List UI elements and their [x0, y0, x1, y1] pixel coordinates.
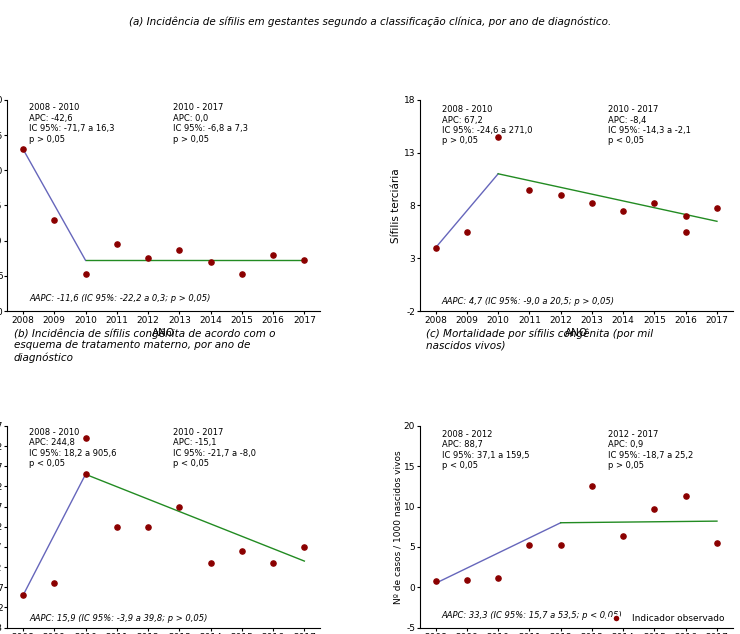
Text: AAPC: 15,9 (IC 95%: -3,9 a 39,8; p > 0,05): AAPC: 15,9 (IC 95%: -3,9 a 39,8; p > 0,0… — [30, 614, 208, 623]
Y-axis label: Sífilis terciária: Sífilis terciária — [391, 168, 401, 243]
Text: AAPC: 4,7 (IC 95%: -9,0 a 20,5; p > 0,05): AAPC: 4,7 (IC 95%: -9,0 a 20,5; p > 0,05… — [442, 297, 615, 306]
Text: 2012 - 2017
APC: 0,9
IC 95%: -18,7 a 25,2
p > 0,05: 2012 - 2017 APC: 0,9 IC 95%: -18,7 a 25,… — [608, 430, 693, 470]
Text: (a) Incidência de sífilis em gestantes segundo a classificação clínica, por ano : (a) Incidência de sífilis em gestantes s… — [129, 17, 611, 27]
Point — [430, 243, 442, 253]
Point — [680, 211, 692, 221]
Point — [648, 504, 660, 514]
Point — [298, 256, 310, 266]
Text: 2008 - 2010
APC: 67,2
IC 95%: -24,6 a 271,0
p > 0,05: 2008 - 2010 APC: 67,2 IC 95%: -24,6 a 27… — [442, 105, 532, 145]
Point — [617, 205, 629, 216]
Text: 2010 - 2017
APC: 0,0
IC 95%: -6,8 a 7,3
p > 0,05: 2010 - 2017 APC: 0,0 IC 95%: -6,8 a 7,3 … — [173, 103, 248, 144]
Point — [492, 573, 504, 583]
Point — [80, 469, 92, 479]
X-axis label: ANO: ANO — [565, 328, 588, 338]
Text: (c) Mortalidade por sífilis congênita (por mil
nascidos vivos): (c) Mortalidade por sífilis congênita (p… — [426, 328, 653, 351]
Text: (b) Incidência de sífilis congênita de acordo com o
esquema de tratamento matern: (b) Incidência de sífilis congênita de a… — [13, 328, 275, 363]
Point — [173, 245, 185, 255]
Point — [523, 540, 535, 550]
Point — [555, 540, 567, 550]
Point — [555, 190, 567, 200]
Point — [492, 132, 504, 142]
Point — [236, 546, 248, 556]
Point — [711, 202, 723, 212]
Text: 2010 - 2017
APC: -15,1
IC 95%: -21,7 a -8,0
p < 0,05: 2010 - 2017 APC: -15,1 IC 95%: -21,7 a -… — [173, 428, 256, 468]
Point — [80, 433, 92, 443]
Point — [267, 250, 279, 260]
Point — [48, 214, 60, 224]
Point — [430, 576, 442, 586]
Point — [205, 257, 217, 268]
Text: 2010 - 2017
APC: -8,4
IC 95%: -14,3 a -2,1
p < 0,05: 2010 - 2017 APC: -8,4 IC 95%: -14,3 a -2… — [608, 105, 690, 145]
Point — [617, 531, 629, 541]
Point — [236, 269, 248, 280]
Point — [17, 144, 29, 154]
Point — [48, 578, 60, 588]
Point — [142, 253, 154, 263]
Text: AAPC: 33,3 (IC 95%: 15,7 a 53,5; p < 0,05): AAPC: 33,3 (IC 95%: 15,7 a 53,5; p < 0,0… — [442, 611, 622, 619]
Point — [523, 184, 535, 195]
Point — [205, 558, 217, 568]
Point — [680, 227, 692, 237]
Point — [111, 522, 123, 532]
Point — [586, 198, 598, 209]
Point — [586, 481, 598, 491]
Text: 2008 - 2012
APC: 88,7
IC 95%: 37,1 a 159,5
p < 0,05: 2008 - 2012 APC: 88,7 IC 95%: 37,1 a 159… — [442, 430, 529, 470]
Text: 2008 - 2010
APC: -42,6
IC 95%: -71,7 a 16,3
p > 0,05: 2008 - 2010 APC: -42,6 IC 95%: -71,7 a 1… — [30, 103, 115, 144]
Point — [461, 227, 473, 237]
Point — [648, 198, 660, 209]
Y-axis label: Nº de casos / 1000 nascidos vivos: Nº de casos / 1000 nascidos vivos — [393, 450, 403, 604]
Point — [111, 239, 123, 249]
Point — [142, 522, 154, 532]
X-axis label: ANO: ANO — [152, 328, 175, 338]
Point — [680, 491, 692, 501]
Text: 2008 - 2010
APC: 244,8
IC 95%: 18,2 a 905,6
p < 0,05: 2008 - 2010 APC: 244,8 IC 95%: 18,2 a 90… — [30, 428, 117, 468]
Point — [17, 590, 29, 600]
Legend: Indicador observado: Indicador observado — [603, 610, 728, 626]
Text: AAPC: -11,6 (IC 95%: -22,2 a 0,3; p > 0,05): AAPC: -11,6 (IC 95%: -22,2 a 0,3; p > 0,… — [30, 294, 211, 302]
Point — [173, 501, 185, 512]
Point — [80, 269, 92, 280]
Point — [267, 558, 279, 568]
Point — [711, 538, 723, 548]
Point — [298, 542, 310, 552]
Point — [461, 575, 473, 585]
